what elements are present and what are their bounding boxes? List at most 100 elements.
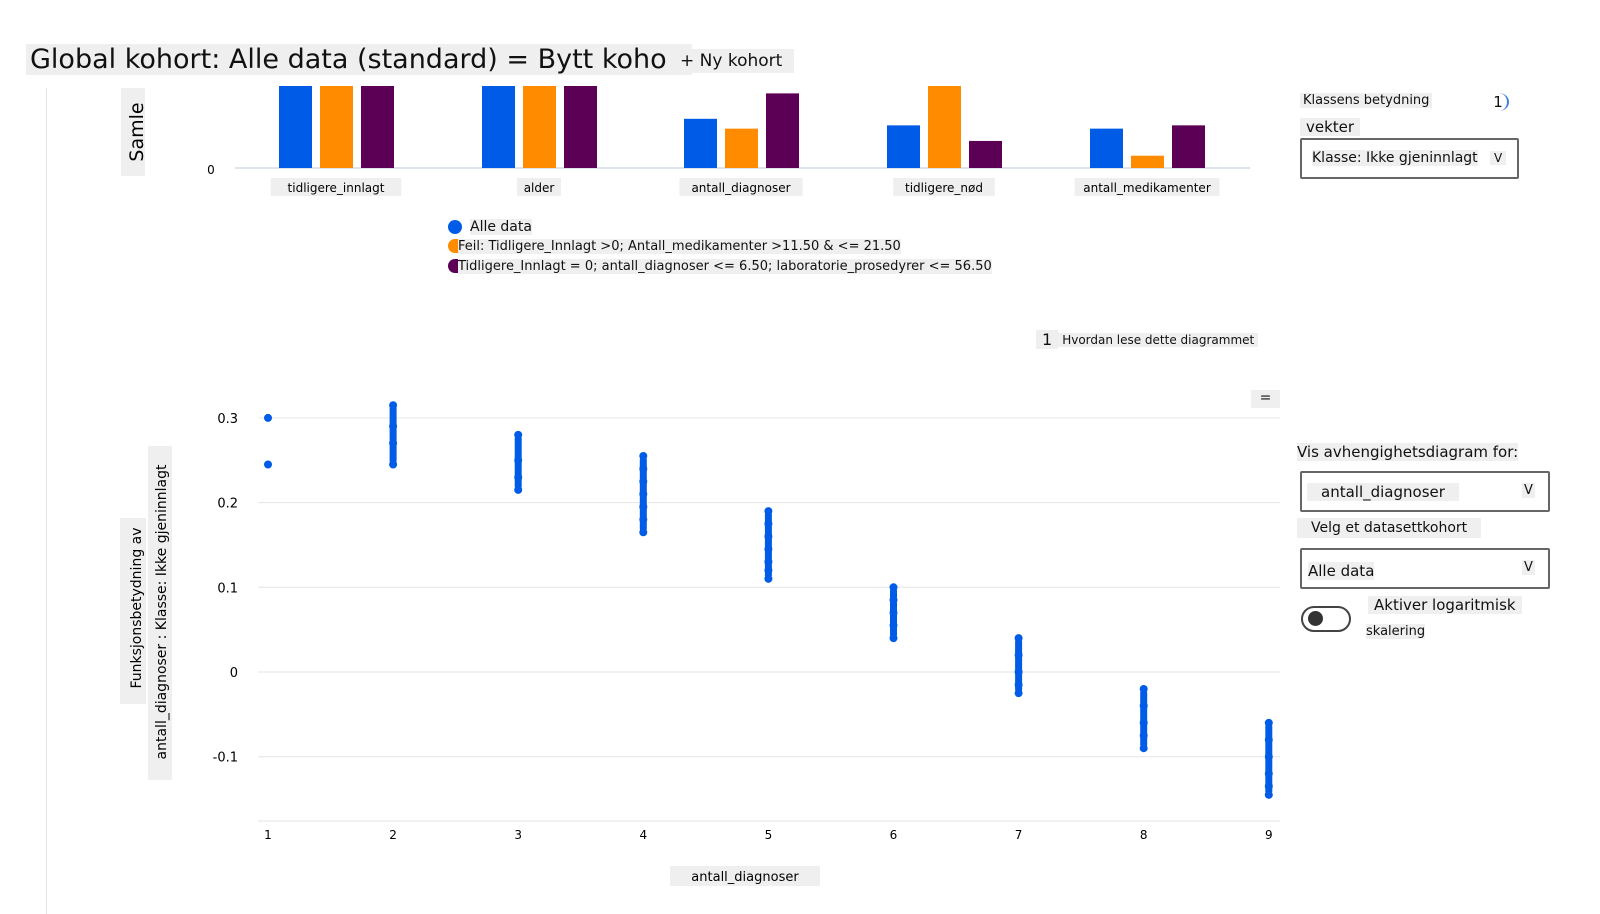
data-point[interactable] <box>389 401 398 410</box>
y-tick-label: 0.2 <box>217 497 238 512</box>
chart-menu-button[interactable]: = <box>1251 390 1280 408</box>
bar[interactable] <box>320 86 353 168</box>
data-point[interactable] <box>514 473 523 482</box>
data-point[interactable] <box>1139 701 1148 710</box>
data-point[interactable] <box>764 519 773 528</box>
bar-xtick-bg <box>1074 178 1220 196</box>
data-point[interactable] <box>1264 752 1273 761</box>
data-point[interactable] <box>389 422 398 431</box>
bar[interactable] <box>928 86 961 168</box>
bar-xtick-bg <box>679 178 803 196</box>
data-point[interactable] <box>639 452 648 461</box>
bar[interactable] <box>361 86 394 168</box>
bar[interactable] <box>523 86 556 168</box>
legend-dot-icon <box>448 239 458 253</box>
bar-xtick-label: tidligere_innlagt <box>288 181 385 195</box>
data-point[interactable] <box>1264 769 1273 778</box>
data-point[interactable] <box>514 485 523 494</box>
data-point[interactable] <box>389 439 398 448</box>
legend-item-error[interactable]: Feil: Tidligere_Innlagt >0; Antall_medik… <box>448 236 992 256</box>
legend-item-all[interactable]: Alle data <box>448 218 992 236</box>
point-cluster <box>389 405 397 465</box>
data-point[interactable] <box>1014 634 1023 643</box>
data-point[interactable] <box>889 634 898 643</box>
data-point[interactable] <box>1139 718 1148 727</box>
data-point[interactable] <box>639 490 648 499</box>
data-point[interactable] <box>1014 668 1023 676</box>
data-point[interactable] <box>264 413 272 422</box>
y-axis-label-2: antall_diagnoser : Klasse: Ikke gjeninnl… <box>154 464 170 759</box>
bar[interactable] <box>969 140 1002 168</box>
bar[interactable] <box>564 86 597 168</box>
x-tick-label: 4 <box>639 828 647 842</box>
data-point[interactable] <box>1264 782 1273 791</box>
bar-xtick-bg <box>517 178 561 196</box>
data-point[interactable] <box>1139 744 1148 753</box>
data-point[interactable] <box>764 545 773 554</box>
data-point[interactable] <box>889 608 898 617</box>
log-scale-toggle[interactable] <box>1301 606 1351 632</box>
data-point[interactable] <box>889 621 898 630</box>
data-point[interactable] <box>514 430 523 439</box>
info-icon[interactable]: 1 <box>1489 93 1509 111</box>
page-title[interactable]: Global kohort: Alle data (standard) = By… <box>26 44 693 75</box>
data-point[interactable] <box>639 464 648 473</box>
new-cohort-button[interactable]: + Ny kohort <box>668 49 795 73</box>
data-point[interactable] <box>1264 718 1273 727</box>
data-point[interactable] <box>639 477 648 486</box>
weights-label: vekter <box>1300 118 1361 136</box>
legend-item-cohort[interactable]: Tidligere_Innlagt = 0; antall_diagnoser … <box>448 256 992 276</box>
legend: Alle data Feil: Tidligere_Innlagt >0; An… <box>448 218 992 276</box>
data-point[interactable] <box>639 502 648 511</box>
data-point[interactable] <box>1264 790 1273 799</box>
data-point[interactable] <box>1014 680 1023 689</box>
bar[interactable] <box>766 93 799 168</box>
data-point[interactable] <box>889 583 898 592</box>
bar[interactable] <box>1090 128 1123 168</box>
data-point[interactable] <box>1139 684 1148 693</box>
data-point[interactable] <box>514 456 523 465</box>
x-tick-label: 7 <box>1015 828 1023 842</box>
chevron-down-icon: V <box>1490 151 1507 165</box>
data-point[interactable] <box>764 532 773 541</box>
bar-xtick-label: antall_diagnoser <box>691 181 790 195</box>
help-link[interactable]: 1 Hvordan lese dette diagrammet <box>1036 330 1259 349</box>
bar-chart: Samle 0 tidligere_innlagt alder antall_dia… <box>121 86 1250 196</box>
bar[interactable] <box>1172 125 1205 168</box>
data-point[interactable] <box>764 574 773 583</box>
y-tick-label: 0 <box>230 666 238 681</box>
bar[interactable] <box>1131 155 1164 168</box>
data-point[interactable] <box>764 507 773 516</box>
data-point[interactable] <box>1014 689 1023 698</box>
data-point[interactable] <box>764 566 773 575</box>
data-point[interactable] <box>389 460 398 469</box>
scatter-chart: Funksjonsbetydning av antall_diagnoser :… <box>120 401 1280 886</box>
legend-dot-icon <box>448 259 458 273</box>
y-axis-label: Funksjonsbetydning av <box>129 527 145 688</box>
class-select[interactable]: Klasse: Ikke gjeninnlagt V <box>1300 138 1519 179</box>
data-point[interactable] <box>764 557 773 566</box>
cohort-label: Velg et datasettkohort <box>1297 518 1482 538</box>
data-point[interactable] <box>639 528 648 537</box>
bar[interactable] <box>482 86 515 168</box>
data-point[interactable] <box>639 515 648 524</box>
legend-label: Feil: Tidligere_Innlagt >0; Antall_medik… <box>458 238 901 254</box>
dependence-label: Vis avhengighetsdiagram for: <box>1297 443 1519 461</box>
bar[interactable] <box>279 86 312 168</box>
divider <box>46 88 47 914</box>
x-axis-label: antall_diagnoser <box>691 870 799 885</box>
bar[interactable] <box>887 125 920 168</box>
x-tick-label: 3 <box>514 828 522 842</box>
data-point[interactable] <box>1264 735 1273 744</box>
bar[interactable] <box>725 128 758 168</box>
data-point[interactable] <box>1139 731 1148 740</box>
y-label-bg <box>148 446 172 780</box>
data-point[interactable] <box>1014 651 1023 660</box>
feature-select[interactable]: antall_diagnoser V <box>1300 471 1550 512</box>
bar[interactable] <box>684 118 717 168</box>
cohort-select[interactable]: Alle data V <box>1300 548 1550 589</box>
feature-select-value: antall_diagnoser <box>1307 483 1459 501</box>
data-point[interactable] <box>889 596 898 605</box>
toggle-knob <box>1308 611 1323 626</box>
data-point[interactable] <box>264 460 272 469</box>
